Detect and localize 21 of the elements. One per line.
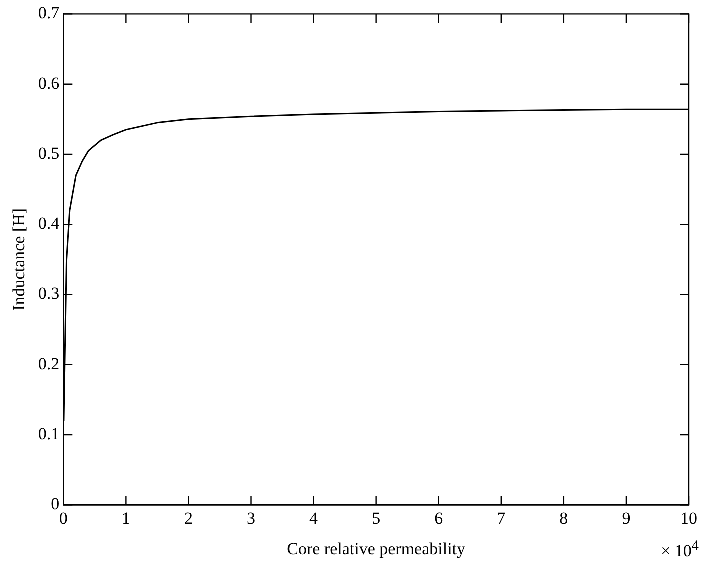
y-tick-label: 0.7 <box>38 4 60 23</box>
text: × 10$^{4}$ <box>661 538 699 562</box>
y-tick-label: 0.3 <box>38 284 60 304</box>
x-tick-label: 1 <box>122 508 130 528</box>
x-tick-label: 8 <box>560 508 568 528</box>
x-tick-label: 7 <box>497 508 506 528</box>
x-tick-label: 2 <box>184 508 193 528</box>
y-axis-title: Inductance [H] <box>10 208 29 311</box>
y-tick-label: 0.4 <box>38 214 60 234</box>
x-tick-label: 4 <box>310 508 319 528</box>
y-tick-label: 0.5 <box>38 144 60 163</box>
x-tick-label: 5 <box>372 508 381 528</box>
x-tick-label: 10 <box>680 508 698 528</box>
x-tick-label: 6 <box>434 508 444 528</box>
y-tick-label: 0.2 <box>38 354 60 374</box>
y-tick-label: 0 <box>51 494 60 514</box>
x-axis-title: Core relative permeability <box>287 539 466 558</box>
y-tick-label: 0.1 <box>38 424 60 444</box>
x-tick-label: 9 <box>622 508 631 528</box>
y-tick-label: 0.6 <box>38 74 60 93</box>
x-tick-label: 3 <box>247 508 256 528</box>
